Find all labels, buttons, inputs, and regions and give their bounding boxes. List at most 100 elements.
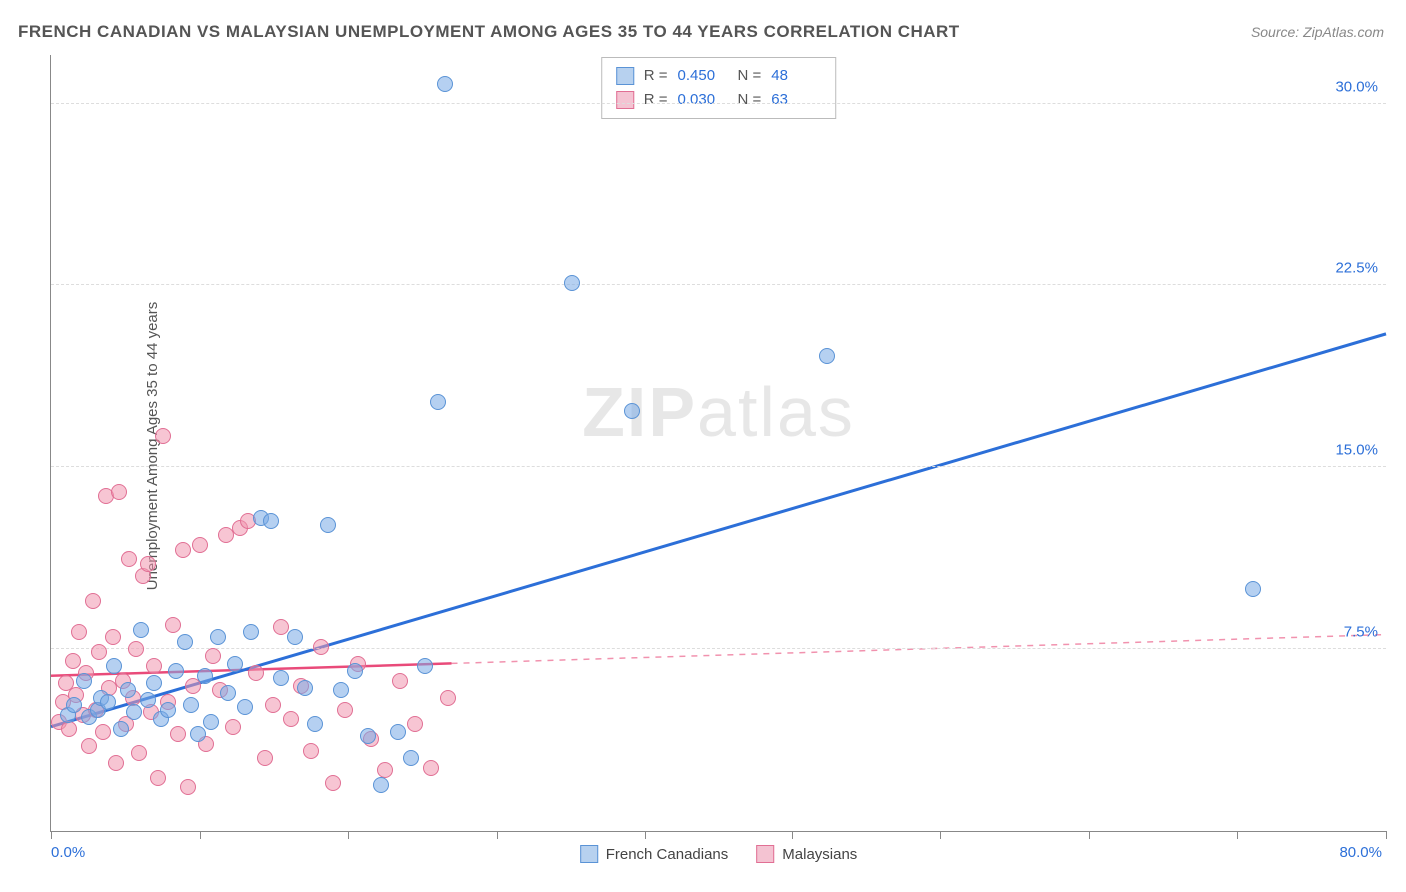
- data-point-a: [347, 663, 363, 679]
- data-point-a: [403, 750, 419, 766]
- y-tick-label: 22.5%: [1335, 260, 1378, 277]
- data-point-b: [325, 775, 341, 791]
- x-tick: [348, 831, 349, 839]
- data-point-b: [131, 745, 147, 761]
- x-tick: [1237, 831, 1238, 839]
- data-point-a: [66, 697, 82, 713]
- n-value-a: 48: [771, 64, 821, 88]
- data-point-a: [320, 517, 336, 533]
- data-point-b: [440, 690, 456, 706]
- data-point-b: [377, 762, 393, 778]
- data-point-a: [390, 724, 406, 740]
- data-point-b: [283, 711, 299, 727]
- x-tick: [1386, 831, 1387, 839]
- data-point-a: [160, 702, 176, 718]
- data-point-b: [91, 644, 107, 660]
- data-point-a: [417, 658, 433, 674]
- stats-row-b: R = 0.030 N = 63: [616, 88, 822, 112]
- data-point-b: [248, 665, 264, 681]
- data-point-a: [430, 394, 446, 410]
- stats-row-a: R = 0.450 N = 48: [616, 64, 822, 88]
- trend-lines-layer: [51, 55, 1386, 831]
- y-tick-label: 7.5%: [1344, 624, 1378, 641]
- y-tick-label: 15.0%: [1335, 442, 1378, 459]
- stats-legend: R = 0.450 N = 48 R = 0.030 N = 63: [601, 57, 837, 119]
- data-point-a: [263, 513, 279, 529]
- data-point-a: [183, 697, 199, 713]
- data-point-a: [287, 629, 303, 645]
- data-point-b: [180, 779, 196, 795]
- r-label: R =: [644, 88, 668, 112]
- x-tick: [51, 831, 52, 839]
- data-point-a: [197, 668, 213, 684]
- data-point-a: [100, 694, 116, 710]
- data-point-b: [108, 755, 124, 771]
- data-point-a: [307, 716, 323, 732]
- data-point-a: [237, 699, 253, 715]
- data-point-a: [1245, 581, 1261, 597]
- data-point-b: [71, 624, 87, 640]
- swatch-a-legend: [580, 845, 598, 863]
- data-point-a: [333, 682, 349, 698]
- r-value-a: 0.450: [678, 64, 728, 88]
- gridline: [51, 466, 1386, 467]
- data-point-a: [297, 680, 313, 696]
- data-point-b: [257, 750, 273, 766]
- data-point-a: [210, 629, 226, 645]
- data-point-a: [819, 348, 835, 364]
- data-point-a: [126, 704, 142, 720]
- data-point-a: [437, 76, 453, 92]
- data-point-a: [220, 685, 236, 701]
- x-axis-max-label: 80.0%: [1339, 844, 1382, 861]
- data-point-a: [373, 777, 389, 793]
- legend-item-b: Malaysians: [756, 845, 857, 863]
- data-point-b: [165, 617, 181, 633]
- data-point-b: [192, 537, 208, 553]
- data-point-b: [170, 726, 186, 742]
- data-point-b: [155, 428, 171, 444]
- data-point-b: [105, 629, 121, 645]
- swatch-b-legend: [756, 845, 774, 863]
- data-point-b: [175, 542, 191, 558]
- gridline: [51, 648, 1386, 649]
- plot-area: ZIPatlas R = 0.450 N = 48 R = 0.030 N = …: [50, 55, 1386, 832]
- r-label: R =: [644, 64, 668, 88]
- x-tick: [1089, 831, 1090, 839]
- data-point-b: [95, 724, 111, 740]
- x-tick: [497, 831, 498, 839]
- data-point-a: [624, 403, 640, 419]
- n-label: N =: [738, 64, 762, 88]
- data-point-a: [120, 682, 136, 698]
- chart-title: FRENCH CANADIAN VS MALAYSIAN UNEMPLOYMEN…: [18, 22, 960, 42]
- data-point-b: [121, 551, 137, 567]
- data-point-a: [203, 714, 219, 730]
- swatch-b: [616, 91, 634, 109]
- data-point-a: [273, 670, 289, 686]
- data-point-b: [265, 697, 281, 713]
- series-a-name: French Canadians: [606, 846, 729, 863]
- x-tick: [200, 831, 201, 839]
- data-point-a: [76, 673, 92, 689]
- data-point-b: [225, 719, 241, 735]
- data-point-b: [392, 673, 408, 689]
- gridline: [51, 103, 1386, 104]
- x-tick: [940, 831, 941, 839]
- data-point-b: [146, 658, 162, 674]
- series-legend: French Canadians Malaysians: [580, 845, 858, 863]
- data-point-b: [313, 639, 329, 655]
- r-value-b: 0.030: [678, 88, 728, 112]
- data-point-a: [140, 692, 156, 708]
- x-tick: [792, 831, 793, 839]
- data-point-b: [407, 716, 423, 732]
- data-point-a: [113, 721, 129, 737]
- data-point-b: [65, 653, 81, 669]
- data-point-b: [128, 641, 144, 657]
- data-point-a: [243, 624, 259, 640]
- n-value-b: 63: [771, 88, 821, 112]
- data-point-b: [303, 743, 319, 759]
- n-label: N =: [738, 88, 762, 112]
- data-point-a: [227, 656, 243, 672]
- data-point-b: [61, 721, 77, 737]
- series-b-name: Malaysians: [782, 846, 857, 863]
- data-point-b: [111, 484, 127, 500]
